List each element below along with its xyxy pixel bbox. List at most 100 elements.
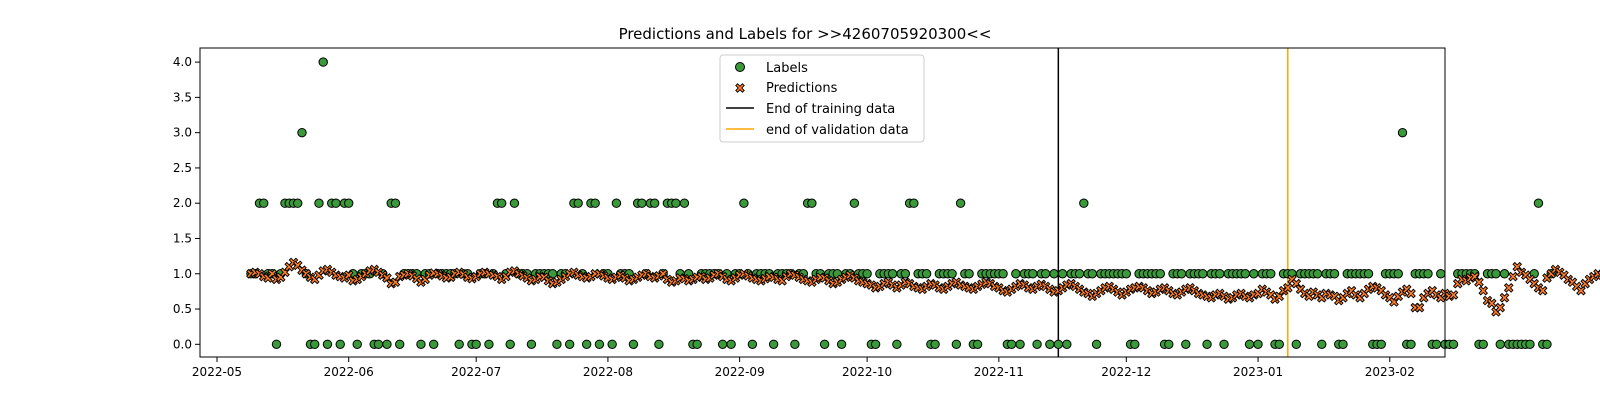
label-point — [382, 339, 392, 350]
legend-predictions-text: Predictions — [766, 81, 838, 96]
label-point — [1040, 269, 1051, 279]
y-tick-label: 2.5 — [173, 161, 192, 175]
label-point — [552, 339, 562, 350]
label-point — [318, 57, 328, 67]
label-point — [1091, 339, 1102, 350]
label-point — [454, 339, 464, 350]
label-point — [1533, 198, 1544, 208]
label-point — [471, 339, 481, 350]
x-tick-label: 2022-07 — [451, 365, 501, 379]
prediction-point — [1593, 268, 1600, 279]
label-point — [947, 269, 957, 279]
label-point — [1266, 269, 1276, 279]
label-point — [1215, 269, 1225, 279]
predictions-series — [246, 257, 1600, 317]
label-point — [679, 198, 690, 208]
x-tick-label: 2022-08 — [583, 365, 633, 379]
label-point — [790, 339, 800, 350]
label-point — [505, 339, 515, 350]
prediction-point — [1537, 285, 1548, 296]
label-point — [1406, 339, 1416, 350]
legend-labels-text: Labels — [766, 61, 808, 76]
label-point — [900, 269, 911, 279]
label-point — [1198, 269, 1208, 279]
label-point — [768, 339, 779, 350]
label-point — [1363, 269, 1374, 279]
label-point — [1393, 269, 1403, 279]
label-point — [484, 339, 494, 350]
label-point — [955, 198, 966, 208]
label-point — [1312, 269, 1323, 279]
label-point — [1499, 269, 1510, 279]
label-point — [692, 339, 702, 350]
label-point — [564, 339, 575, 350]
label-point — [628, 339, 639, 350]
label-point — [870, 339, 881, 350]
label-point — [590, 198, 600, 208]
legend: Labels Predictions End of training data … — [719, 54, 925, 143]
legend-box — [719, 54, 925, 143]
label-point — [1074, 269, 1085, 279]
label-point — [1338, 339, 1348, 350]
label-point — [416, 339, 426, 350]
label-point — [352, 339, 362, 350]
label-point — [1376, 339, 1386, 350]
label-point — [259, 198, 269, 208]
plot-frame — [199, 47, 1446, 358]
label-point — [1045, 339, 1055, 350]
label-point — [526, 339, 537, 350]
y-axis: 0.0 0.5 1.0 1.5 2.0 2.5 3.0 3.5 4.0 — [173, 55, 200, 351]
x-tick-label: 2022-12 — [1101, 365, 1151, 379]
label-point — [395, 339, 405, 350]
label-point — [1049, 269, 1059, 279]
label-point — [1032, 339, 1042, 350]
label-point — [1087, 269, 1098, 279]
label-point — [1121, 269, 1132, 279]
label-point — [573, 198, 583, 208]
label-point — [819, 339, 830, 350]
label-point — [862, 269, 872, 279]
prediction-point — [1576, 285, 1586, 296]
label-point — [390, 198, 401, 208]
prediction-point — [1508, 271, 1518, 282]
y-tick-label: 1.5 — [173, 231, 192, 245]
prediction-point — [1499, 292, 1510, 303]
label-point — [1006, 339, 1017, 350]
x-axis: 2022-05 2022-06 2022-07 2022-08 2022-09 2022-… — [192, 357, 1415, 379]
label-point — [637, 198, 647, 208]
prediction-point — [1282, 283, 1293, 293]
label-point — [1202, 339, 1212, 350]
y-tick-label: 3.0 — [173, 126, 192, 140]
y-tick-label: 3.5 — [173, 90, 192, 104]
label-point — [836, 339, 847, 350]
y-tick-label: 4.0 — [173, 55, 192, 69]
label-point — [887, 269, 898, 279]
legend-labels-marker — [735, 62, 745, 72]
x-tick-label: 2023-01 — [1233, 365, 1283, 379]
label-point — [310, 339, 320, 350]
label-point — [1079, 198, 1089, 208]
label-point — [964, 269, 974, 279]
x-tick-label: 2022-05 — [192, 365, 242, 379]
label-point — [1329, 269, 1340, 279]
label-point — [747, 339, 758, 350]
vline-layer — [1057, 48, 1289, 357]
label-point — [297, 127, 307, 138]
x-tick-label: 2023-02 — [1365, 365, 1415, 379]
label-point — [373, 339, 384, 350]
label-point — [930, 339, 940, 350]
label-point — [1011, 269, 1021, 279]
prediction-point — [1503, 283, 1514, 293]
label-point — [1478, 339, 1488, 350]
label-point — [1397, 127, 1408, 138]
label-point — [892, 339, 902, 350]
label-point — [849, 198, 860, 208]
label-point — [429, 339, 439, 350]
label-point — [293, 198, 303, 208]
label-point — [1431, 339, 1442, 350]
label-point — [1244, 339, 1255, 350]
label-point — [807, 198, 817, 208]
label-point — [649, 198, 660, 208]
label-point — [739, 198, 749, 208]
